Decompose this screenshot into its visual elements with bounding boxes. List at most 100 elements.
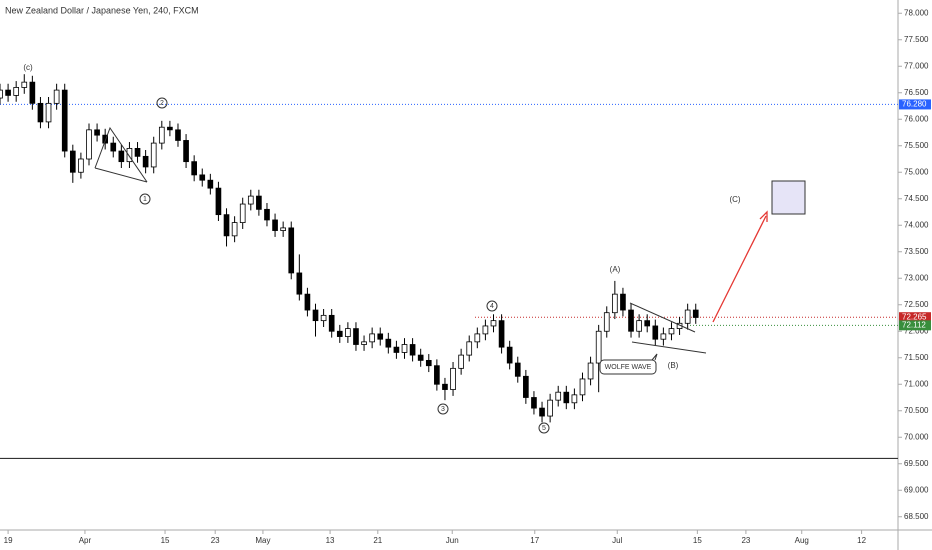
y-tick-label: 75.500 [904,141,929,150]
x-tick-label: 17 [530,536,539,545]
candle-body [158,126,165,144]
candle-body [272,219,278,231]
x-tick-label: 19 [4,536,13,545]
wolfe-line [629,302,696,333]
candle-body [13,87,20,96]
x-tick-label: Jul [612,536,622,545]
candle-body [61,89,68,152]
candle-body [620,293,626,311]
candle-body [571,394,578,404]
candle-body [361,341,367,345]
trend-line [94,167,148,183]
candle-body [506,346,513,364]
candle-body [482,325,489,335]
wave-label: 5 [542,425,546,432]
wave-label: 1 [143,196,147,203]
x-tick-label: Jun [446,536,459,545]
y-tick-label: 68.500 [904,512,929,521]
candle-body [320,314,327,322]
wave-circle [486,300,498,312]
candle-body [393,346,400,353]
y-tick-label: 78.000 [904,8,929,17]
wave-label: (B) [668,361,679,370]
target-box [771,180,806,215]
candle-body [595,330,602,364]
candle-body [531,397,537,409]
candle-body [644,320,651,327]
candle-body [612,293,618,314]
candle-body [684,309,691,324]
candle-body [328,314,335,332]
wave-label: (C) [729,195,740,204]
x-tick-label: Aug [795,536,809,545]
wave-circle [156,97,168,109]
candle-body [231,222,238,237]
candle-body [256,195,262,210]
chart-title: New Zealand Dollar / Japanese Yen, 240, … [5,5,199,15]
x-tick-label: 13 [326,536,335,545]
candle-body [37,102,44,123]
candle-body [264,208,270,221]
candle-body [425,359,432,367]
wave-circle [538,422,550,434]
candle-body [296,272,303,295]
x-tick-label: 15 [161,536,170,545]
candle-body [636,320,642,332]
target-arrow [712,215,767,323]
y-tick-label: 74.500 [904,194,929,203]
candle-body [466,341,473,356]
candle-body [353,328,359,345]
wave-label: 3 [441,406,445,413]
candle-body [167,126,173,131]
x-tick-label: 15 [693,536,702,545]
y-tick-label: 77.500 [904,35,929,44]
candle-body [450,367,456,390]
candle-body [458,354,464,369]
wolfe-line [631,341,707,354]
drawings [94,97,806,434]
level-label: 72.265 [902,312,927,321]
candle-body [345,328,351,337]
candle-body [369,333,375,343]
candle-body [102,134,108,144]
candle-body [280,227,286,231]
candle-body [434,365,440,385]
candle-body [247,195,254,205]
level-badge [899,99,931,110]
x-tick-label: May [255,536,270,545]
y-tick-label: 77.000 [904,61,929,70]
x-tick-label: 23 [741,536,750,545]
callout-text: WOLFE WAVE [605,364,652,371]
y-tick-label: 75.000 [904,167,929,176]
candle-body [490,320,497,327]
candle-body [223,214,230,237]
candle-body [417,354,424,361]
level-badge [899,312,931,323]
y-tick-label: 70.500 [904,406,929,415]
wave-label: (A) [610,265,621,274]
candle-body [555,391,562,401]
y-tick-label: 76.000 [904,114,929,123]
candle-body [442,383,448,390]
candle-body [94,129,100,136]
x-tick-label: 21 [373,536,382,545]
wave-circle [139,193,151,205]
y-tick-label: 76.500 [904,88,929,97]
callout [599,353,658,375]
candle-body [29,81,36,104]
candle-body [134,147,141,157]
y-tick-label: 74.000 [904,220,929,229]
candle-body [587,362,594,380]
wave-label: 2 [160,100,164,107]
candle-body [474,333,481,343]
y-tick-label: 73.000 [904,273,929,282]
candle-body [514,362,521,377]
wave-label: 4 [490,303,494,310]
candle-body [579,378,586,396]
candle-body [191,161,197,176]
candle-body [304,293,311,311]
triangle [94,126,148,183]
candle-body [0,89,3,99]
candle-body [385,338,392,348]
